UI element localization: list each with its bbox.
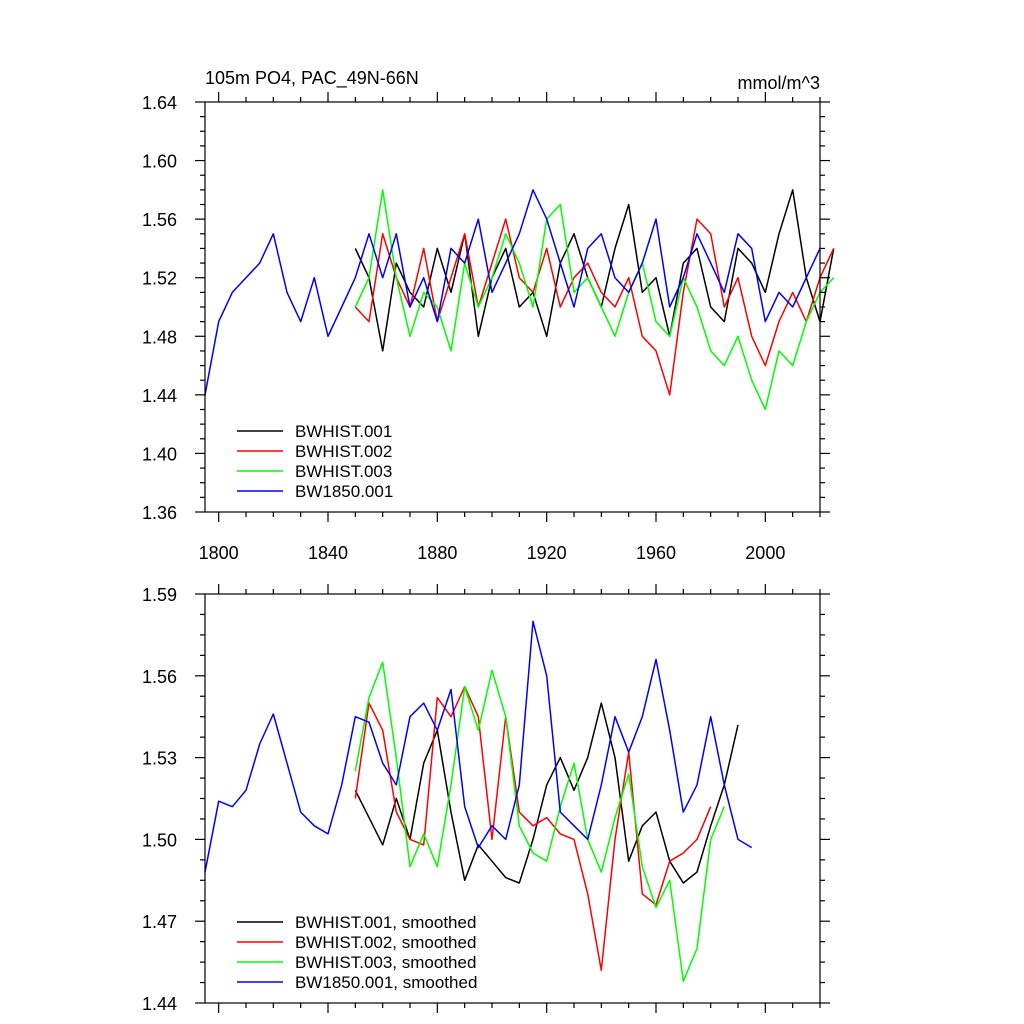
legend-label: BWHIST.002	[295, 442, 392, 461]
legend-label: BW1850.001, smoothed	[295, 973, 477, 992]
y-tick-label: 1.44	[142, 994, 177, 1014]
y-tick-label: 1.36	[142, 503, 177, 523]
y-tick-label: 1.50	[142, 830, 177, 850]
y-tick-label: 1.40	[142, 444, 177, 464]
series-line-2-3	[354, 661, 725, 982]
x-tick-label: 1960	[636, 543, 676, 563]
y-tick-label: 1.53	[142, 749, 177, 769]
y-tick-label: 1.59	[142, 585, 177, 605]
units-label: mmol/m^3	[738, 73, 820, 93]
series-line-2-1	[354, 702, 739, 884]
legend-label: BWHIST.001, smoothed	[295, 913, 476, 932]
panel-2: 1.44 1.47 1.50 1.53 1.56 1.59 BWHIST.001, smoo…	[142, 584, 830, 1014]
x-tick-label: 1920	[527, 543, 567, 563]
series-line-2-4	[204, 620, 753, 873]
x-tick-label: 1880	[417, 543, 457, 563]
y-tick-label: 1.52	[142, 269, 177, 289]
x-tick-label: 1840	[308, 543, 348, 563]
series-line-1-2	[354, 218, 835, 396]
y-tick-label: 1.44	[142, 386, 177, 406]
series-line-2-2	[354, 685, 712, 972]
legend-label: BWHIST.001	[295, 422, 392, 441]
legend-label: BWHIST.003	[295, 462, 392, 481]
y-tick-label: 1.48	[142, 327, 177, 347]
legend-label: BW1850.001	[295, 482, 393, 501]
legend-label: BWHIST.002, smoothed	[295, 933, 476, 952]
chart-title: 105m PO4, PAC_49N-66N	[205, 68, 419, 89]
y-tick-label: 1.47	[142, 912, 177, 932]
series-line-1-4	[204, 189, 821, 396]
y-tick-label: 1.64	[142, 93, 177, 113]
y-tick-label: 1.60	[142, 152, 177, 172]
x-tick-label: 2000	[745, 543, 785, 563]
x-tick-label: 1800	[199, 543, 239, 563]
panel-1: 1800 1840 1880 1920 1960 2000 1.36 1.40 1.44 1.48…	[142, 68, 835, 563]
series-line-1-3	[354, 189, 835, 411]
y-tick-label: 1.56	[142, 667, 177, 687]
legend-label: BWHIST.003, smoothed	[295, 953, 476, 972]
y-tick-label: 1.56	[142, 210, 177, 230]
